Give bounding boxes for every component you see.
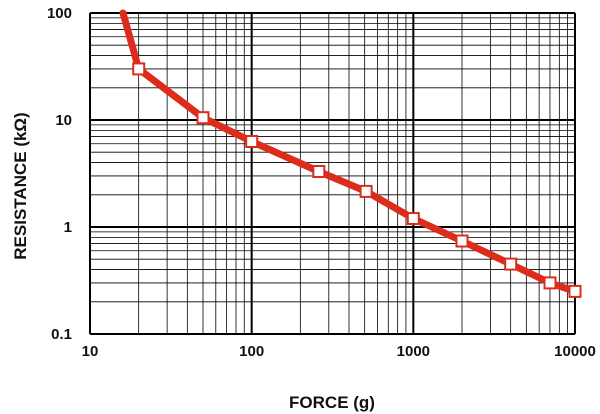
data-point-marker — [132, 62, 146, 76]
series-layer — [119, 9, 582, 298]
y-tick-label: 0.1 — [51, 326, 72, 343]
data-point-marker — [455, 234, 469, 248]
x-tick-label: 1000 — [397, 343, 430, 360]
y-tick-label: 100 — [47, 5, 72, 22]
minor-grid — [90, 13, 575, 334]
x-tick-label: 100 — [239, 343, 264, 360]
data-point-marker — [196, 111, 210, 125]
x-tick-label: 10000 — [554, 343, 596, 360]
x-tick-label: 10 — [82, 343, 99, 360]
y-tick-label: 10 — [55, 112, 72, 129]
data-point-marker — [504, 257, 518, 271]
data-point-marker — [359, 184, 373, 198]
x-axis-label: FORCE (g) — [289, 393, 375, 412]
data-point-marker — [406, 212, 420, 225]
data-point-marker — [543, 276, 557, 290]
major-grid — [89, 12, 576, 335]
y-tick-label: 1 — [64, 219, 72, 236]
data-point-marker — [568, 284, 582, 298]
data-point-marker — [245, 135, 259, 148]
data-point-marker — [312, 165, 326, 178]
tick-labels: 10 100 1000 10000 0.1 1 10 100 — [47, 5, 596, 360]
y-axis-label: RESISTANCE (kΩ) — [11, 112, 30, 259]
